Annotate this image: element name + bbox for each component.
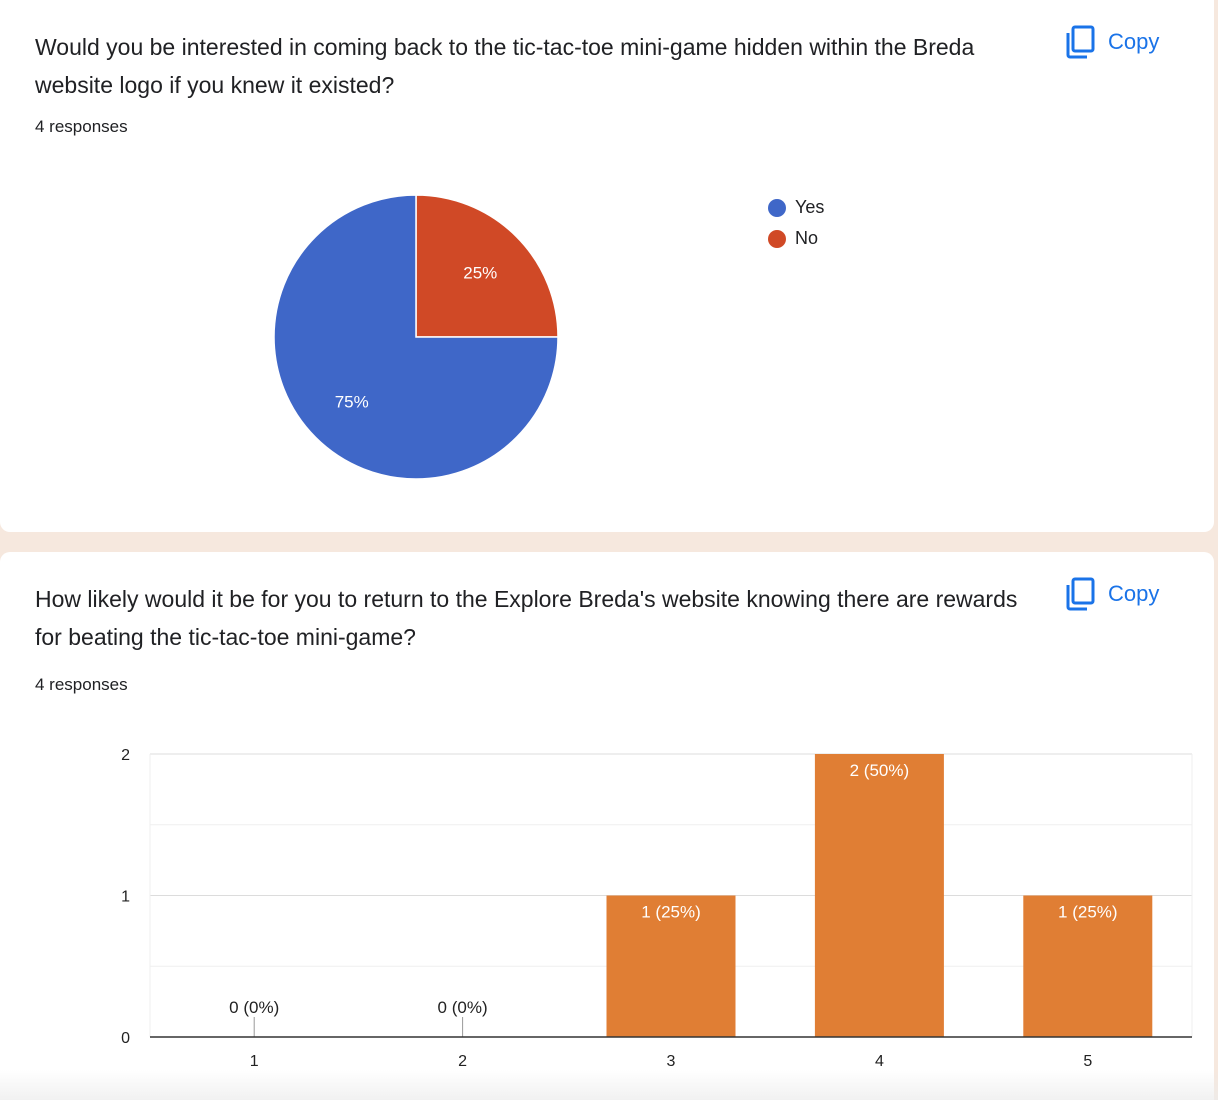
bar-data-label-5: 1 (25%) (1058, 903, 1118, 922)
pie-legend: Yes No (768, 192, 824, 254)
legend-item-yes[interactable]: Yes (768, 192, 824, 223)
copy-icon (1066, 577, 1095, 611)
pie-slice-yes[interactable] (273, 194, 559, 480)
question-card-1: Would you be interested in coming back t… (0, 0, 1214, 532)
question-title-1: Would you be interested in coming back t… (35, 34, 975, 98)
y-tick-label: 2 (121, 747, 130, 764)
x-tick-label: 2 (458, 1053, 467, 1070)
y-tick-label: 0 (121, 1030, 130, 1047)
bar-data-label-2: 0 (0%) (438, 998, 488, 1017)
legend-dot-no (768, 229, 786, 248)
copy-button-2[interactable]: Copy (1064, 577, 1159, 611)
pie-slice-no[interactable] (415, 194, 559, 338)
bottom-fade (0, 1070, 1218, 1100)
legend-dot-yes (768, 198, 786, 217)
bar-chart: 0 1 2 0 (0%) 1 0 (0%) 2 1 (25%) 3 2 (50%) 4 1 (25%)… (121, 747, 1193, 1070)
x-tick-label: 3 (667, 1053, 676, 1070)
copy-icon (1066, 25, 1095, 59)
question-title-2: How likely would it be for you to return… (35, 586, 1018, 650)
response-count-1: 4 responses (35, 117, 128, 136)
copy-label-2: Copy (1108, 581, 1160, 606)
pie-slice-label-yes: 75% (335, 392, 369, 411)
bar-4[interactable] (814, 754, 944, 1037)
response-count-2: 4 responses (35, 675, 128, 694)
bar-5[interactable] (1023, 895, 1153, 1038)
legend-label-yes: Yes (795, 197, 825, 217)
x-tick-label: 5 (1083, 1053, 1092, 1070)
legend-label-no: No (795, 228, 819, 248)
x-tick-label: 4 (875, 1053, 884, 1070)
bar-3[interactable] (606, 895, 736, 1038)
legend-item-no[interactable]: No (768, 223, 824, 254)
bar-data-label-4: 2 (50%) (850, 761, 910, 780)
copy-label-1: Copy (1108, 29, 1160, 54)
y-tick-label: 1 (121, 889, 130, 906)
bar-data-label-3: 1 (25%) (641, 903, 701, 922)
pie-chart: 25% 75% (273, 194, 559, 480)
copy-button-1[interactable]: Copy (1064, 25, 1159, 59)
pie-slice-label-no: 25% (463, 264, 497, 283)
bar-data-label-1: 0 (0%) (229, 998, 279, 1017)
question-card-2: How likely would it be for you to return… (0, 552, 1214, 1100)
x-tick-label: 1 (250, 1053, 259, 1070)
